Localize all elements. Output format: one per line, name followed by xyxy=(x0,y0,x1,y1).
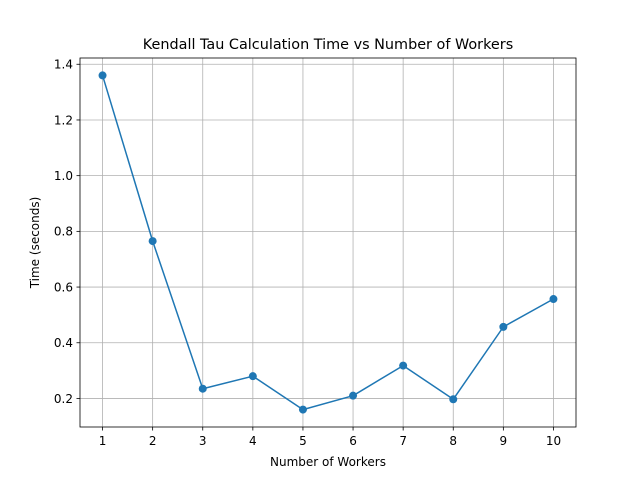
y-tick-label: 0.4 xyxy=(54,336,73,350)
x-tick-label: 6 xyxy=(349,434,357,448)
x-axis-label: Number of Workers xyxy=(270,455,386,469)
data-point xyxy=(499,322,508,331)
y-axis-label: Time (seconds) xyxy=(28,197,42,290)
x-tick-label: 4 xyxy=(249,434,257,448)
y-tick-label: 0.8 xyxy=(54,225,73,239)
chart-title: Kendall Tau Calculation Time vs Number o… xyxy=(143,37,513,53)
series-line xyxy=(101,75,554,411)
data-point xyxy=(148,237,157,246)
x-tick-label: 10 xyxy=(546,434,561,448)
data-point xyxy=(298,405,307,414)
series-layer xyxy=(98,71,558,414)
data-point xyxy=(98,71,107,80)
data-point xyxy=(449,395,458,404)
y-tick-label: 1.2 xyxy=(54,113,73,127)
x-tick-label: 9 xyxy=(500,434,508,448)
x-tick-label: 1 xyxy=(99,434,107,448)
data-point xyxy=(198,384,207,393)
ticks: 1 2 3 4 5 6 7 8 9 10 0.2 0.4 0.6 0.8 1.0 1.2 1.4 xyxy=(54,58,561,448)
data-point xyxy=(248,372,257,381)
data-point xyxy=(399,361,408,370)
x-tick-label: 2 xyxy=(149,434,157,448)
plot-frame xyxy=(79,57,577,428)
x-tick-label: 7 xyxy=(399,434,407,448)
x-tick-label: 5 xyxy=(299,434,307,448)
y-tick-label: 0.6 xyxy=(54,280,73,294)
data-point xyxy=(349,391,358,400)
grid xyxy=(80,58,576,427)
data-point xyxy=(549,295,558,304)
x-tick-label: 8 xyxy=(449,434,457,448)
y-tick-label: 1.0 xyxy=(54,169,73,183)
x-tick-label: 3 xyxy=(199,434,207,448)
y-tick-label: 0.2 xyxy=(54,392,73,406)
y-tick-label: 1.4 xyxy=(54,58,73,72)
